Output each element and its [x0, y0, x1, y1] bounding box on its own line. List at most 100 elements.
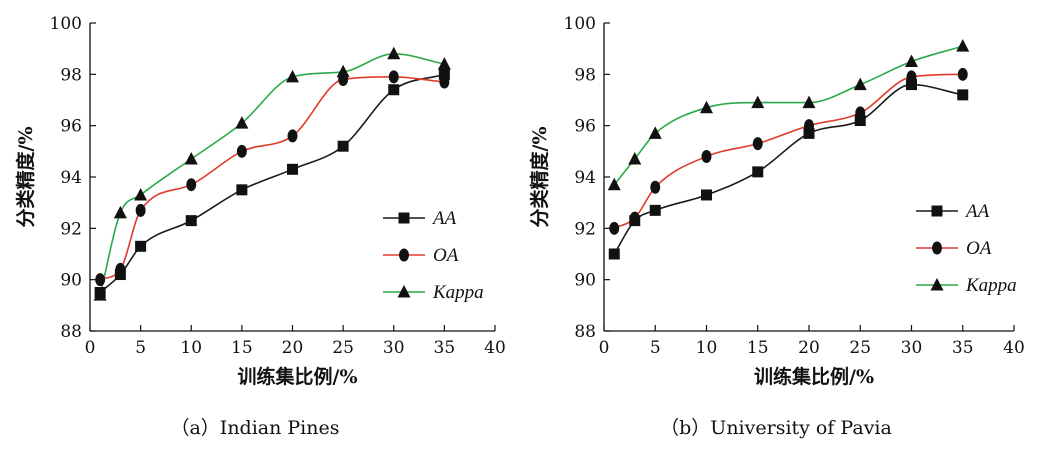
x-tick-label: 20	[282, 338, 304, 358]
series-line-oa	[99, 76, 445, 281]
data-point-oa	[236, 144, 247, 158]
data-point-oa	[752, 137, 763, 151]
y-tick-label: 94	[574, 168, 596, 188]
legend-marker-kappa	[930, 278, 944, 291]
x-axis-title: 训练集比例/%	[754, 365, 874, 388]
data-point-oa	[186, 178, 197, 192]
x-tick-label: 0	[85, 338, 96, 358]
data-point-aa	[957, 89, 969, 101]
x-tick-label: 5	[135, 338, 146, 358]
legend-label-kappa: Kappa	[432, 282, 484, 303]
y-tick-label: 90	[574, 271, 596, 291]
y-axis-title: 分类精度/%	[14, 127, 37, 228]
data-point-oa	[115, 262, 126, 276]
y-tick-label: 90	[60, 271, 82, 291]
legend-label-aa: AA	[431, 208, 457, 229]
y-tick-label: 94	[60, 168, 82, 188]
data-point-oa	[855, 106, 866, 120]
data-point-kappa	[93, 288, 107, 301]
data-point-oa	[609, 221, 620, 235]
data-point-kappa	[802, 95, 816, 109]
data-point-aa	[185, 215, 197, 227]
data-point-aa	[438, 68, 450, 80]
y-tick-label: 100	[50, 14, 82, 34]
x-tick-label: 10	[696, 338, 718, 358]
data-point-aa	[608, 248, 620, 260]
data-point-oa	[388, 70, 399, 84]
x-tick-label: 25	[849, 338, 871, 358]
data-point-kappa	[751, 95, 765, 109]
legend-marker-oa	[399, 248, 409, 262]
data-point-aa	[135, 240, 147, 252]
data-point-oa	[701, 149, 712, 163]
data-point-aa	[701, 189, 712, 201]
data-point-oa	[957, 67, 968, 81]
data-point-kappa	[184, 152, 198, 165]
data-point-aa	[337, 140, 349, 152]
data-point-oa	[439, 75, 450, 89]
legend-marker-aa	[398, 212, 410, 224]
chart-panel-a: 88 90 92 94 96 98 100 0 5 10 15 20 25 30 35 40 训练集比例/% 分类…	[14, 14, 506, 439]
data-point-kappa	[387, 46, 401, 60]
data-point-kappa	[235, 116, 249, 129]
series-line-aa	[613, 83, 963, 255]
x-tick-label: 30	[901, 338, 923, 358]
data-point-kappa	[437, 57, 451, 70]
x-tick-label: 5	[650, 338, 661, 358]
legend-label-oa: OA	[966, 238, 992, 259]
legend-marker-kappa	[397, 285, 411, 298]
legend-marker-oa	[932, 241, 942, 255]
y-tick-label: 100	[564, 14, 596, 34]
y-tick-label: 92	[574, 219, 596, 239]
data-point-oa	[906, 70, 917, 84]
x-tick-label: 20	[798, 338, 820, 358]
x-tick-label: 10	[180, 338, 202, 358]
legend-label-aa: AA	[964, 201, 990, 222]
data-point-aa	[287, 163, 298, 175]
y-tick-label: 92	[60, 219, 82, 239]
y-tick-label: 96	[574, 117, 596, 137]
x-tick-label: 40	[484, 338, 506, 358]
x-tick-label: 35	[952, 338, 974, 358]
x-tick-label: 0	[599, 338, 610, 358]
y-tick-label: 88	[60, 322, 82, 342]
series-line-aa	[99, 73, 445, 294]
legend-label-oa: OA	[433, 245, 459, 266]
data-point-aa	[752, 166, 764, 178]
legend-marker-aa	[931, 205, 943, 217]
y-tick-label: 88	[574, 322, 596, 342]
x-axis-title: 训练集比例/%	[238, 365, 358, 388]
data-point-kappa	[336, 64, 350, 78]
data-point-oa	[135, 203, 146, 217]
y-axis-title: 分类精度/%	[528, 127, 551, 228]
data-point-oa	[804, 119, 814, 133]
panel-caption: （b）University of Pavia	[660, 417, 892, 439]
y-tick-label: 98	[60, 65, 82, 85]
data-point-aa	[388, 84, 400, 96]
legend-label-kappa: Kappa	[965, 275, 1017, 296]
data-point-oa	[629, 211, 640, 225]
data-point-kappa	[134, 187, 148, 201]
panel-caption: （a）Indian Pines	[170, 417, 339, 439]
x-tick-label: 35	[434, 338, 456, 358]
data-point-oa	[650, 180, 661, 194]
data-point-aa	[803, 127, 815, 139]
data-point-kappa	[905, 54, 918, 67]
data-point-aa	[236, 184, 248, 196]
series-line-oa	[613, 73, 963, 230]
data-point-kappa	[956, 39, 970, 52]
data-point-kappa	[607, 177, 621, 191]
data-point-kappa	[113, 205, 127, 219]
y-tick-label: 98	[574, 65, 596, 85]
data-point-oa	[287, 129, 298, 143]
data-point-aa	[649, 204, 661, 216]
y-tick-label: 96	[60, 117, 82, 137]
data-point-kappa	[628, 152, 642, 165]
x-tick-label: 15	[231, 338, 253, 358]
data-point-oa	[95, 273, 106, 287]
legend: AA OA Kappa	[383, 208, 484, 303]
x-tick-label: 15	[747, 338, 769, 358]
data-point-kappa	[700, 100, 713, 114]
x-tick-label: 30	[383, 338, 405, 358]
